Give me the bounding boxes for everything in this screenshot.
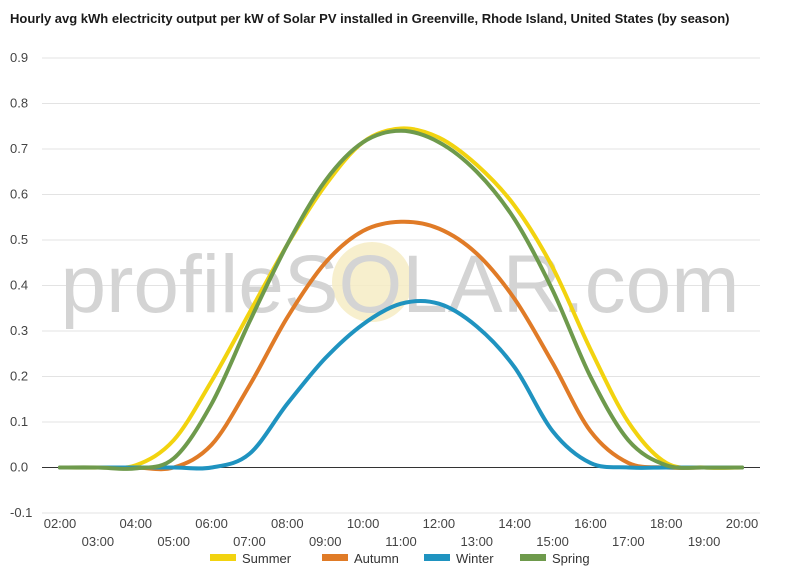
- legend-swatch-spring: [520, 554, 546, 561]
- legend-label-summer: Summer: [242, 551, 292, 566]
- watermark-text: profileSOLAR.com: [60, 239, 739, 330]
- x-tick-label: 03:00: [82, 534, 115, 549]
- watermark-sun-icon: [332, 242, 412, 322]
- y-tick-label: 0.0: [10, 460, 28, 475]
- series-line-summer: [58, 126, 744, 470]
- y-tick-label: 0.5: [10, 232, 28, 247]
- x-tick-label: 06:00: [195, 516, 228, 531]
- y-tick-label: 0.7: [10, 141, 28, 156]
- x-tick-label: 17:00: [612, 534, 645, 549]
- x-tick-label: 14:00: [498, 516, 531, 531]
- x-tick-label: 16:00: [574, 516, 607, 531]
- y-tick-label: 0.3: [10, 323, 28, 338]
- y-tick-label: 0.2: [10, 369, 28, 384]
- legend-swatch-winter: [424, 554, 450, 561]
- legend-label-spring: Spring: [552, 551, 590, 566]
- series-line-winter: [58, 299, 744, 471]
- x-tick-label: 02:00: [44, 516, 77, 531]
- x-tick-label: 19:00: [688, 534, 721, 549]
- chart-title: Hourly avg kWh electricity output per kW…: [10, 11, 730, 26]
- x-tick-label: 04:00: [120, 516, 153, 531]
- y-axis-ticks: 0.9 0.8 0.7 0.6 0.5 0.4 0.3 0.2 0.1 0.0 -0.1: [10, 50, 32, 520]
- legend-label-autumn: Autumn: [354, 551, 399, 566]
- x-tick-label: 20:00: [726, 516, 759, 531]
- x-tick-label: 09:00: [309, 534, 342, 549]
- x-tick-label: 07:00: [233, 534, 266, 549]
- legend-label-winter: Winter: [456, 551, 494, 566]
- y-tick-label: 0.6: [10, 187, 28, 202]
- y-tick-label: 0.4: [10, 278, 28, 293]
- x-tick-label: 11:00: [385, 534, 417, 549]
- legend-swatch-autumn: [322, 554, 348, 561]
- x-tick-label: 12:00: [423, 516, 456, 531]
- x-tick-label: 15:00: [536, 534, 569, 549]
- x-tick-label: 05:00: [157, 534, 190, 549]
- series-line-spring: [58, 128, 744, 471]
- y-tick-label: 0.1: [10, 414, 28, 429]
- legend-swatch-summer: [210, 554, 236, 561]
- y-tick-label: 0.8: [10, 96, 28, 111]
- y-tick-label: 0.9: [10, 50, 28, 65]
- x-tick-label: 08:00: [271, 516, 304, 531]
- legend: Summer Autumn Winter Spring: [210, 551, 590, 566]
- x-tick-label: 18:00: [650, 516, 683, 531]
- y-tick-label: -0.1: [10, 505, 32, 520]
- x-tick-label: 13:00: [461, 534, 494, 549]
- series-lines: [58, 126, 744, 472]
- watermark: profileSOLAR.com: [60, 239, 739, 330]
- x-axis-ticks: 02:00 03:00 04:00 05:00 06:00 07:00 08:00 09:00…: [44, 516, 759, 549]
- x-tick-label: 10:00: [347, 516, 380, 531]
